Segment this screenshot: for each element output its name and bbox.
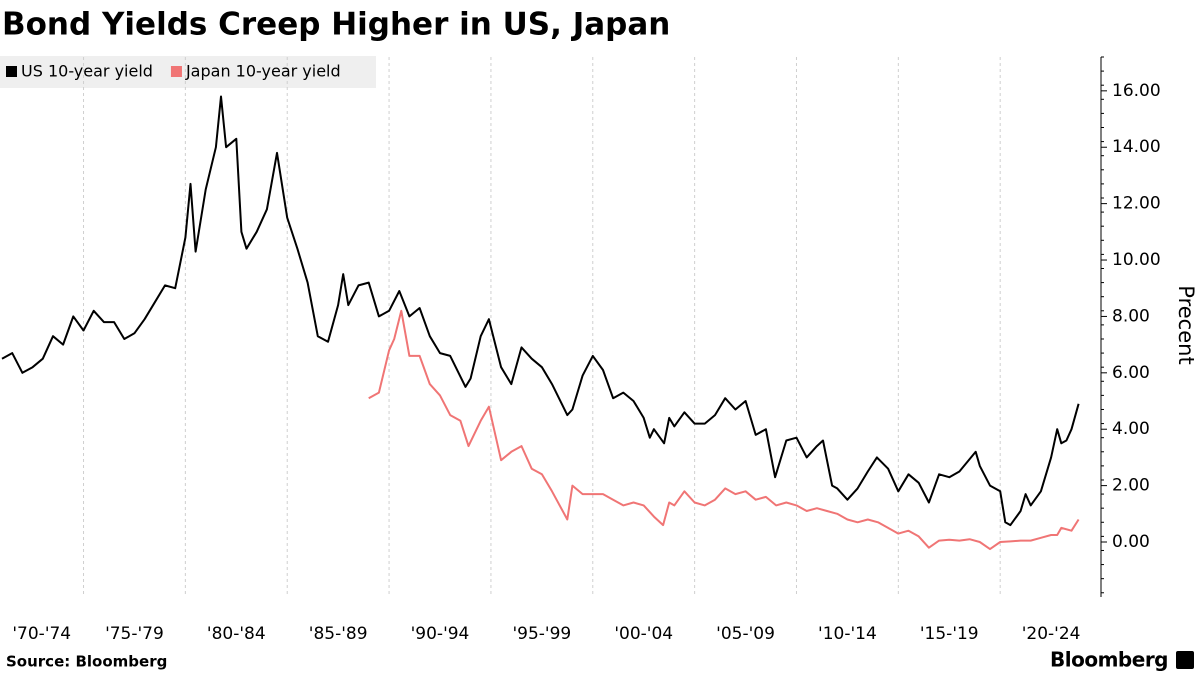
y-axis-label: Precent: [1174, 285, 1198, 364]
x-tick-label: '85-'89: [309, 624, 368, 644]
series-line: [368, 309, 1080, 551]
brand: Bloomberg: [1050, 648, 1168, 672]
legend-marker: [170, 66, 182, 77]
series-line: [1, 95, 1080, 527]
x-tick-label: '80-'84: [207, 624, 266, 644]
source: Source: Bloomberg: [6, 653, 167, 671]
y-tick-label: 16.00: [1112, 81, 1161, 101]
x-tick-label: '95-'99: [512, 624, 571, 644]
x-tick-label: '90-'94: [411, 624, 470, 644]
y-tick-label: 14.00: [1112, 137, 1161, 157]
y-tick-label: 4.00: [1112, 419, 1150, 439]
chart-title: Bond Yields Creep Higher in US, Japan: [2, 7, 670, 43]
y-tick-label: 0.00: [1112, 532, 1150, 552]
x-tick-label: '05-'09: [716, 624, 775, 644]
brand-icon: [1176, 651, 1194, 669]
x-tick-label: '10-'14: [818, 624, 877, 644]
x-tick-label: '00-'04: [614, 624, 673, 644]
y-tick-label: 12.00: [1112, 194, 1161, 214]
legend-label: Japan 10-year yield: [185, 62, 341, 81]
y-tick-label: 2.00: [1112, 476, 1150, 496]
x-tick-label: '20-'24: [1022, 624, 1081, 644]
legend-label: US 10-year yield: [21, 62, 153, 81]
x-tick-label: '70-'74: [12, 624, 71, 644]
legend-marker: [6, 66, 17, 77]
legend-background: [0, 56, 376, 88]
x-tick-label: '15-'19: [920, 624, 979, 644]
y-tick-label: 10.00: [1112, 250, 1161, 270]
y-tick-label: 8.00: [1112, 306, 1150, 326]
y-tick-label: 6.00: [1112, 363, 1150, 383]
x-tick-label: '75-'79: [105, 624, 164, 644]
